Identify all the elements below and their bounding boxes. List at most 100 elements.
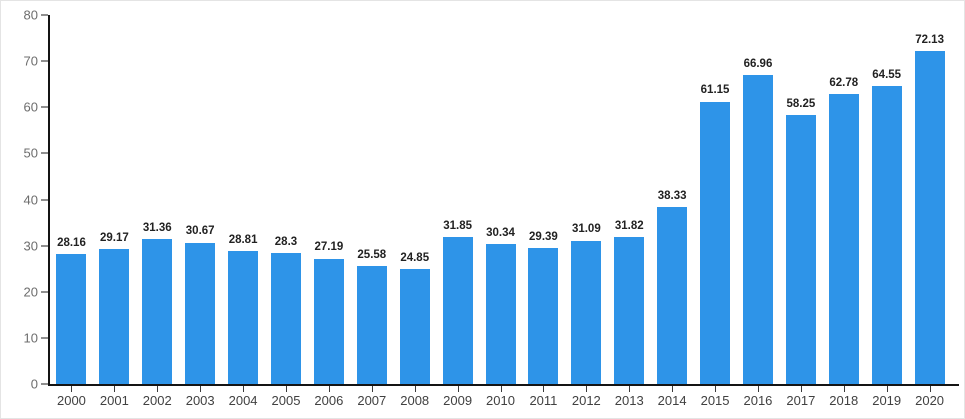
- bar-value-label: 29.17: [99, 231, 129, 244]
- bar-slot-2002: 31.36 2002: [136, 15, 179, 407]
- bar-slot-2014: 38.33 2014: [651, 15, 694, 407]
- x-axis-label-2005: 2005: [271, 393, 301, 408]
- bar-2003: [185, 242, 216, 384]
- bar-2008: [399, 269, 430, 384]
- bar-value-label: 27.19: [314, 241, 344, 254]
- bar-2000: [56, 254, 87, 384]
- bar-slot-2004: 28.81 2004: [222, 15, 265, 407]
- bar-slot-2012: 31.09 2012: [565, 15, 608, 407]
- y-tick-label: 60: [23, 99, 38, 115]
- y-tick-label: 40: [23, 192, 38, 207]
- bar-value-label: 31.09: [571, 223, 601, 236]
- y-tick-mark: [41, 106, 48, 109]
- bar-value-label: 29.39: [529, 230, 558, 243]
- x-tick-mark: [243, 386, 245, 392]
- bars: 28.16 2000 29.17 2001 31.36 2002 30.67 2003 28.8…: [50, 15, 951, 407]
- x-tick-mark: [543, 386, 545, 392]
- x-tick-mark: [672, 386, 674, 392]
- x-tick-mark: [414, 386, 416, 392]
- x-tick-mark: [886, 386, 888, 392]
- bar-slot-2016: 66.96 2016: [737, 15, 780, 407]
- x-tick-mark: [843, 386, 845, 392]
- x-tick-mark: [200, 386, 202, 392]
- y-tick-label: 30: [23, 238, 38, 254]
- bar-slot-2001: 29.17 2001: [93, 15, 136, 407]
- x-tick-mark: [457, 386, 459, 392]
- x-tick-mark: [71, 386, 73, 392]
- bar-value-label: 28.16: [57, 236, 86, 249]
- x-tick-mark: [586, 386, 588, 392]
- y-tick-label: 10: [23, 330, 38, 346]
- bar-2019: [871, 86, 902, 384]
- bar-value-label: 25.58: [357, 248, 387, 261]
- bar-slot-2013: 31.82 2013: [608, 15, 651, 407]
- bar-value-label: 31.36: [142, 221, 172, 234]
- bar-value-label: 31.85: [443, 219, 472, 232]
- bar-2005: [270, 253, 301, 384]
- bar-slot-2005: 28.3 2005: [265, 15, 308, 407]
- y-tick-label: 70: [23, 53, 38, 69]
- x-tick-mark: [757, 386, 759, 392]
- x-axis-label-2020: 2020: [915, 393, 945, 408]
- bar-slot-2010: 30.34 2010: [479, 15, 522, 407]
- x-axis-label-2007: 2007: [357, 393, 387, 408]
- bar-value-label: 62.78: [829, 76, 859, 89]
- x-tick-mark: [800, 386, 802, 392]
- bar-slot-2003: 30.67 2003: [179, 15, 222, 407]
- bar-2018: [828, 94, 859, 384]
- bar-2011: [528, 248, 559, 384]
- x-tick-mark: [715, 386, 717, 392]
- bar-slot-2015: 61.15 2015: [694, 15, 737, 407]
- x-tick-mark: [929, 386, 931, 392]
- x-tick-mark: [285, 386, 287, 392]
- bar-2013: [614, 237, 645, 384]
- bar-value-label: 28.3: [274, 235, 298, 248]
- y-tick-label: 80: [23, 7, 38, 23]
- bar-slot-2007: 25.58 2007: [350, 15, 393, 407]
- x-axis-label-2003: 2003: [185, 393, 215, 408]
- x-tick-mark: [328, 386, 330, 392]
- bar-2010: [485, 244, 516, 384]
- bar-value-label: 30.67: [185, 225, 215, 238]
- y-tick-mark: [41, 198, 48, 201]
- bar-slot-2011: 29.39 2011: [522, 15, 565, 407]
- x-axis-label-2012: 2012: [571, 393, 601, 408]
- x-axis-label-2001: 2001: [99, 393, 129, 408]
- bar-value-label: 66.96: [743, 57, 773, 70]
- bar-value-label: 28.81: [228, 233, 258, 246]
- bar-2009: [442, 237, 473, 384]
- bar-2016: [742, 75, 773, 384]
- x-axis-label-2004: 2004: [228, 393, 258, 408]
- bar-2015: [700, 101, 731, 384]
- x-axis-label-2010: 2010: [486, 393, 515, 408]
- bar-2002: [142, 239, 173, 384]
- x-tick-mark: [157, 386, 159, 392]
- bar-slot-2009: 31.85 2009: [436, 15, 479, 407]
- plot-area: 0 10 20 30 40 50 60 70 80 28.16 2000 29.17 2001 31.3…: [24, 9, 959, 407]
- bar-slot-2017: 58.25 2017: [779, 15, 822, 407]
- y-tick-mark: [41, 290, 48, 293]
- bar-value-label: 64.55: [872, 68, 902, 81]
- bar-value-label: 24.85: [400, 251, 430, 264]
- x-axis-label-2016: 2016: [743, 393, 773, 408]
- bar-value-label: 58.25: [786, 97, 816, 110]
- x-tick-mark: [629, 386, 631, 392]
- bar-2017: [785, 115, 816, 384]
- bar-value-label: 38.33: [657, 189, 687, 202]
- x-axis-label-2015: 2015: [700, 393, 730, 408]
- x-axis-label-2006: 2006: [314, 393, 344, 408]
- x-axis-label-2011: 2011: [529, 393, 558, 408]
- bar-value-label: 30.34: [486, 226, 515, 239]
- bar-slot-2008: 24.85 2008: [393, 15, 436, 407]
- x-axis-label-2000: 2000: [56, 393, 86, 408]
- x-axis-label-2019: 2019: [872, 393, 902, 408]
- bar-slot-2020: 72.13 2020: [908, 15, 951, 407]
- x-tick-mark: [114, 386, 116, 392]
- bar-2004: [228, 251, 259, 384]
- y-tick-label: 50: [23, 145, 38, 161]
- bar-value-label: 31.82: [614, 219, 644, 232]
- bar-value-label: 61.15: [700, 84, 730, 97]
- y-tick-label: 0: [30, 376, 38, 392]
- x-axis-label-2009: 2009: [443, 393, 473, 408]
